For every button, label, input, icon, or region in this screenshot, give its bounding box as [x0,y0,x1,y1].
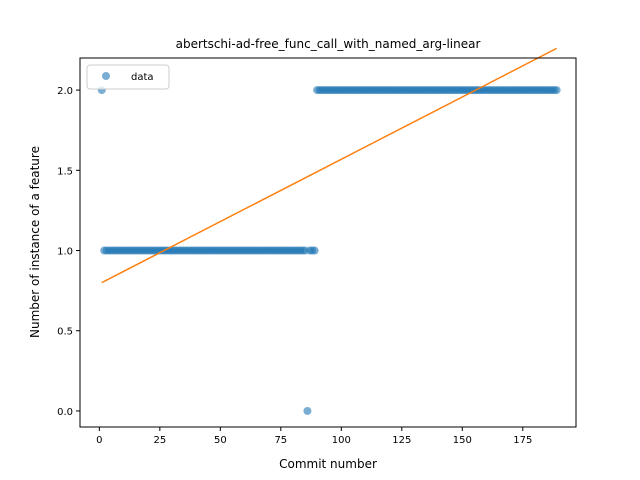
data-point [310,246,319,255]
chart-title: abertschi-ad-free_func_call_with_named_a… [176,37,481,51]
x-tick-label: 50 [214,435,227,446]
legend: data [86,64,170,90]
data-point [303,406,312,415]
fit-line [101,47,557,284]
plot-frame [79,57,577,428]
y-tick-label: 0.0 [57,407,73,418]
x-tick-label: 125 [392,435,411,446]
x-tick-label: 25 [153,435,166,446]
x-tick-label: 0 [96,435,102,446]
legend-label: data [131,72,154,83]
y-tick-label: 2.0 [57,86,73,97]
legend-box [86,64,170,90]
y-axis-label: Number of instance of a feature [28,146,42,338]
legend-marker [102,72,110,80]
x-axis-label: Commit number [279,457,377,471]
plot-area [97,47,561,415]
x-tick-label: 150 [453,435,472,446]
x-tick-label: 75 [274,435,287,446]
x-tick-label: 175 [513,435,532,446]
axis-ticks: 0 25 50 75 100 125 150 175 0.0 0.5 1.0 1.5 2.0 [57,86,532,446]
y-tick-label: 0.5 [57,327,73,338]
y-tick-label: 1.5 [57,166,73,177]
y-tick-label: 1.0 [57,247,73,258]
data-point [552,86,561,95]
x-tick-label: 100 [332,435,351,446]
